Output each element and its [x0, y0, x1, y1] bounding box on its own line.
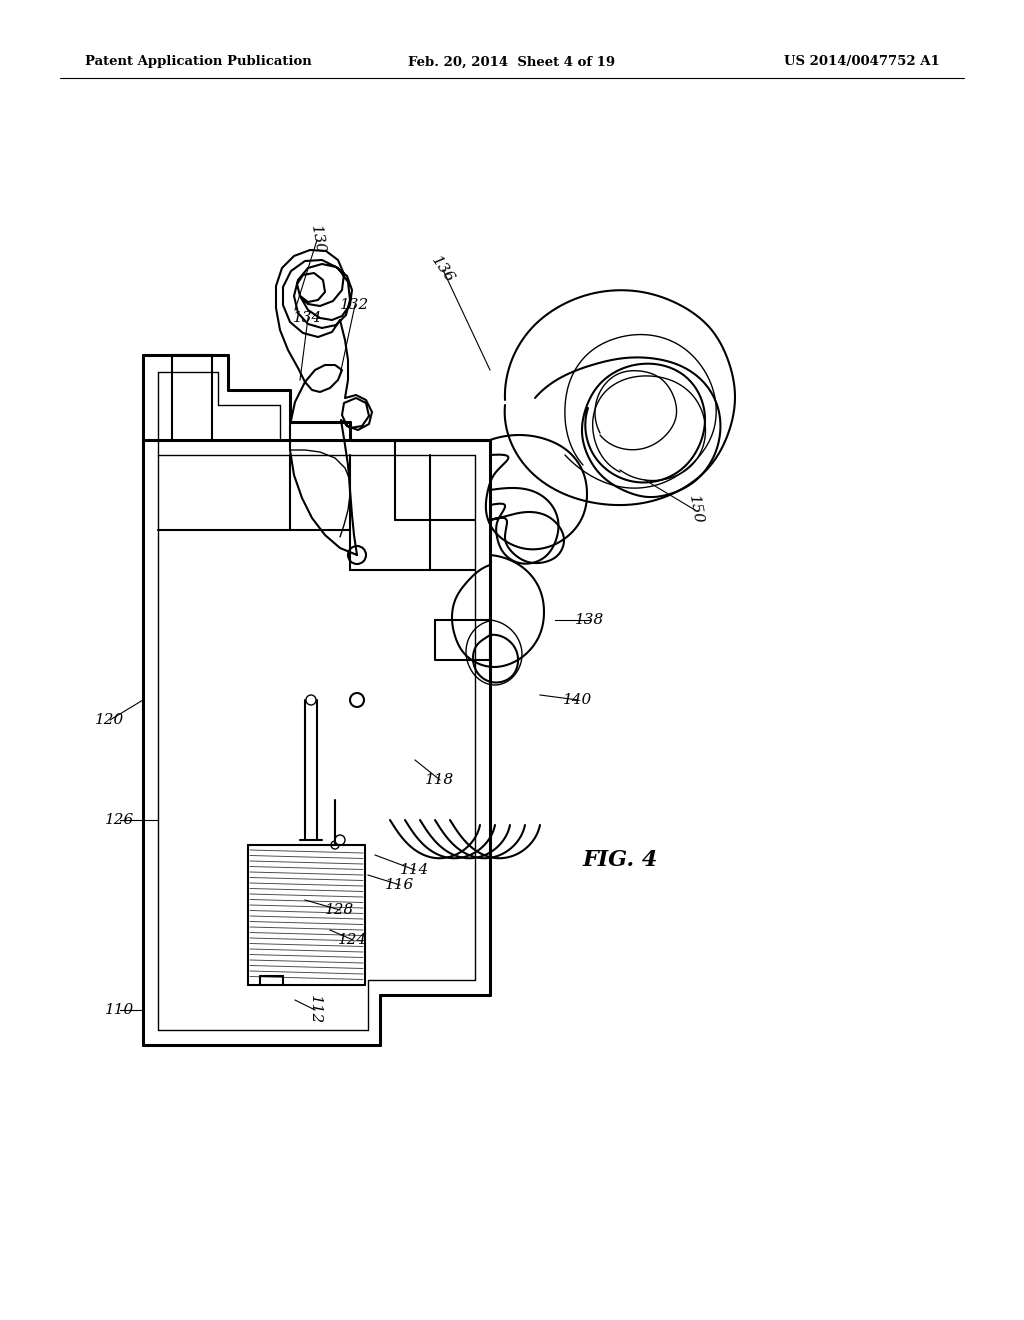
Text: 110: 110: [105, 1003, 134, 1016]
Text: FIG. 4: FIG. 4: [583, 849, 657, 871]
Text: 124: 124: [338, 933, 368, 946]
Text: 120: 120: [95, 713, 125, 727]
Circle shape: [306, 696, 316, 705]
Circle shape: [335, 836, 345, 845]
Text: 134: 134: [293, 312, 323, 325]
Text: 136: 136: [429, 253, 457, 286]
Text: 126: 126: [105, 813, 134, 828]
Text: Feb. 20, 2014  Sheet 4 of 19: Feb. 20, 2014 Sheet 4 of 19: [409, 55, 615, 69]
Circle shape: [348, 546, 366, 564]
Text: 140: 140: [563, 693, 593, 708]
Text: 138: 138: [575, 612, 604, 627]
Text: 132: 132: [340, 298, 370, 312]
Text: 114: 114: [400, 863, 430, 876]
Text: 118: 118: [425, 774, 455, 787]
Text: 130: 130: [307, 224, 327, 256]
Text: 112: 112: [308, 995, 322, 1024]
Text: US 2014/0047752 A1: US 2014/0047752 A1: [784, 55, 940, 69]
Text: 116: 116: [385, 878, 415, 892]
Text: 128: 128: [326, 903, 354, 917]
Circle shape: [350, 693, 364, 708]
Text: Patent Application Publication: Patent Application Publication: [85, 55, 311, 69]
Circle shape: [331, 841, 339, 849]
Text: 150: 150: [685, 495, 705, 525]
